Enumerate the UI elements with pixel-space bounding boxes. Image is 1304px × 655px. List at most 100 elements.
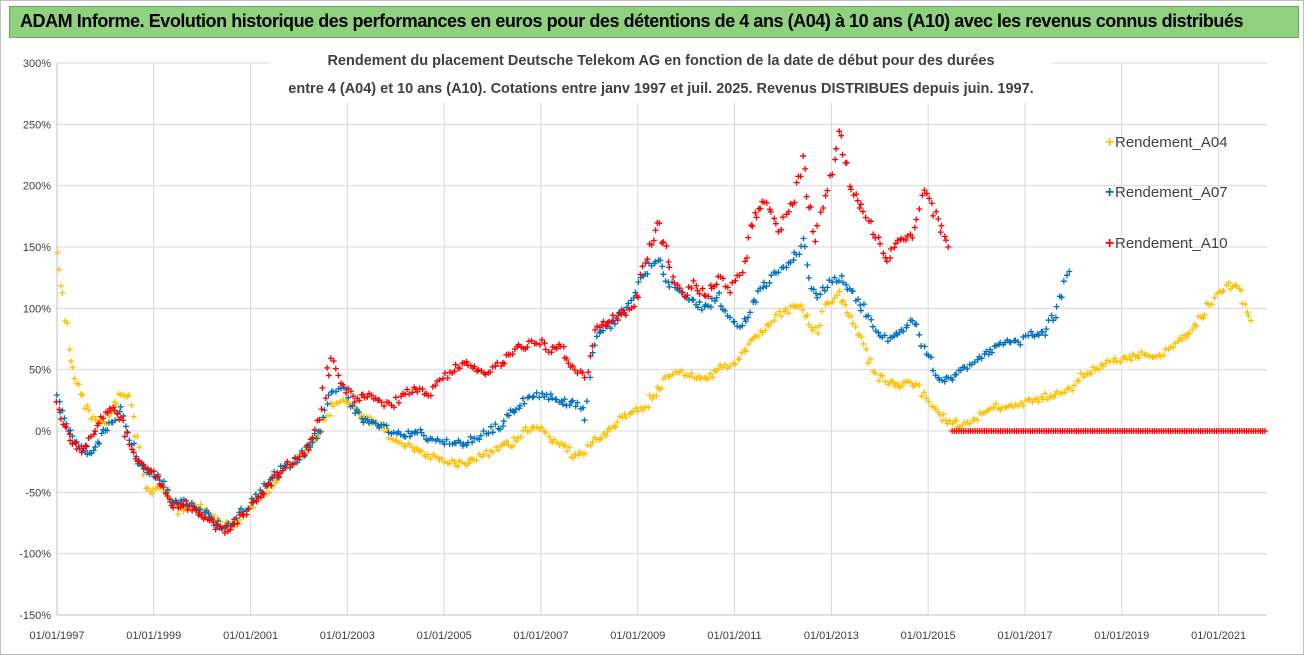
point	[90, 431, 97, 438]
point	[848, 313, 855, 320]
point	[395, 399, 402, 406]
point	[477, 432, 484, 439]
series-layer	[53, 128, 1268, 536]
point	[1200, 315, 1207, 322]
point	[1126, 353, 1133, 360]
point	[569, 363, 576, 370]
series-rendement-a10	[53, 128, 952, 536]
point	[1033, 395, 1040, 402]
y-tick-label: 50%	[29, 365, 51, 377]
point	[495, 447, 502, 454]
point	[768, 319, 775, 326]
point	[130, 413, 137, 420]
x-tick-label: 01/01/2009	[610, 630, 665, 642]
point	[883, 258, 890, 265]
point	[66, 431, 73, 438]
point	[722, 307, 729, 314]
point	[1042, 390, 1049, 397]
point	[870, 231, 877, 238]
point	[938, 222, 945, 229]
point	[892, 240, 899, 247]
point	[579, 369, 586, 376]
point	[452, 361, 459, 368]
point	[835, 277, 842, 284]
point	[747, 309, 754, 316]
point	[734, 323, 741, 330]
point	[759, 284, 766, 291]
point	[54, 249, 61, 256]
point	[75, 381, 82, 388]
point	[582, 450, 589, 457]
point	[913, 216, 920, 223]
point	[909, 317, 916, 324]
point	[566, 402, 573, 409]
point	[807, 203, 814, 210]
point	[833, 145, 840, 152]
point	[332, 388, 339, 395]
point	[817, 209, 824, 216]
point	[245, 505, 252, 512]
point	[843, 281, 850, 288]
point	[814, 222, 821, 229]
point	[553, 345, 560, 352]
point	[622, 414, 629, 421]
point	[53, 392, 60, 399]
point	[983, 348, 990, 355]
point	[1061, 389, 1068, 396]
point	[129, 446, 136, 453]
legend: + Rendement_A04 + Rendement_A07 + Rendem…	[1105, 134, 1228, 252]
point	[106, 412, 113, 419]
point	[688, 285, 695, 292]
point	[69, 364, 76, 371]
point	[73, 438, 80, 445]
point	[707, 304, 714, 311]
point	[273, 479, 280, 486]
point	[1058, 294, 1065, 301]
point	[493, 444, 500, 451]
point	[1075, 377, 1082, 384]
point	[882, 378, 889, 385]
point	[669, 371, 676, 378]
point	[809, 327, 816, 334]
point	[875, 329, 882, 336]
point	[838, 272, 845, 279]
axes: 300% 250% 200% 150% 100% 50% 0% -50% -100% -150% 0…	[19, 58, 1267, 642]
point	[71, 375, 78, 382]
point	[587, 353, 594, 360]
point	[208, 516, 215, 523]
point	[622, 312, 629, 319]
point	[696, 299, 703, 306]
point	[120, 417, 127, 424]
point	[405, 428, 412, 435]
point	[891, 244, 898, 251]
point	[441, 441, 448, 448]
point	[589, 438, 596, 445]
point	[420, 432, 427, 439]
point	[939, 377, 946, 384]
point	[805, 321, 812, 328]
point	[852, 324, 859, 331]
chart-title-line-1: Rendement du placement Deutsche Telekom …	[327, 53, 994, 69]
legend-item-a10: + Rendement_A10	[1105, 235, 1228, 252]
point	[513, 438, 520, 445]
point	[266, 489, 273, 496]
point	[289, 461, 296, 468]
point	[1128, 357, 1135, 364]
point	[485, 430, 492, 437]
legend-label-a04: Rendement_A04	[1115, 134, 1228, 151]
point	[166, 496, 173, 503]
point	[751, 333, 758, 340]
point	[849, 288, 856, 295]
point	[793, 179, 800, 186]
point	[798, 302, 805, 309]
point	[752, 209, 759, 216]
point	[635, 279, 642, 286]
point	[455, 463, 462, 470]
point	[113, 401, 120, 408]
point	[790, 257, 797, 264]
point	[307, 444, 314, 451]
y-tick-label: 100%	[23, 303, 51, 315]
point	[1186, 330, 1193, 337]
point	[715, 366, 722, 373]
